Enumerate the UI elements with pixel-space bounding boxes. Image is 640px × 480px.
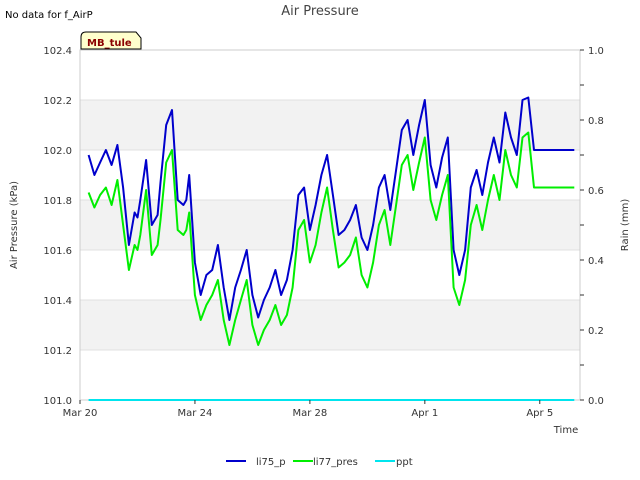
y2-tick-label: 0.4 — [588, 256, 604, 267]
y-tick-label: 101.2 — [43, 346, 72, 357]
y-tick-label: 101.0 — [43, 396, 72, 407]
y2-tick-label: 0.0 — [588, 396, 604, 407]
background-bands — [80, 100, 580, 350]
y-tick-label: 102.0 — [43, 146, 72, 157]
band-0 — [80, 300, 580, 350]
y-tick-label: 102.2 — [43, 96, 72, 107]
x-axis-ticks: Mar 20 Mar 24 Mar 28 Apr 1 Apr 5 — [63, 400, 553, 419]
series-layer — [87, 96, 575, 401]
x-tick-label: Mar 20 — [63, 408, 98, 419]
y-axis-label: Air Pressure (kPa) — [9, 181, 20, 269]
y2-axis-label: Rain (mm) — [620, 199, 631, 252]
x-tick-label: Apr 1 — [411, 408, 438, 419]
y-tick-label: 101.4 — [43, 296, 72, 307]
x-tick-label: Apr 5 — [526, 408, 553, 419]
site-label-background — [80, 31, 142, 50]
y-axis-ticks: 101.0 101.2 101.4 101.6 101.8 102.0 102.2 102.4 — [43, 46, 72, 407]
chart-title: Air Pressure — [281, 4, 359, 19]
series-line-li77-pres — [87, 131, 575, 346]
y-tick-label: 101.8 — [43, 196, 72, 207]
x-axis-label: Time — [553, 425, 578, 436]
site-label: MB_tule — [87, 38, 132, 49]
no-data-note: No data for f_AirP — [5, 10, 93, 21]
y2-tick-label: 0.2 — [588, 326, 604, 337]
y2-tick-label: 0.6 — [588, 186, 604, 197]
x-tick-label: Mar 24 — [178, 408, 213, 419]
legend: li75_p li77_pres ppt — [226, 457, 413, 468]
legend-label-li77-pres: li77_pres — [313, 457, 358, 468]
y-tick-label: 102.4 — [43, 46, 72, 57]
legend-label-li75-p: li75_p — [256, 457, 286, 468]
band-2 — [80, 100, 580, 150]
y2-axis-ticks: 0.0 0.2 0.4 0.6 0.8 1.0 — [580, 46, 604, 407]
legend-label-ppt: ppt — [396, 457, 413, 468]
site-label-box: MB_tule — [80, 31, 142, 50]
y2-tick-label: 1.0 — [588, 46, 604, 57]
y-tick-label: 101.6 — [43, 246, 72, 257]
series-line-li75-p — [87, 96, 575, 321]
x-tick-label: Mar 28 — [292, 408, 327, 419]
y2-tick-label: 0.8 — [588, 116, 604, 127]
